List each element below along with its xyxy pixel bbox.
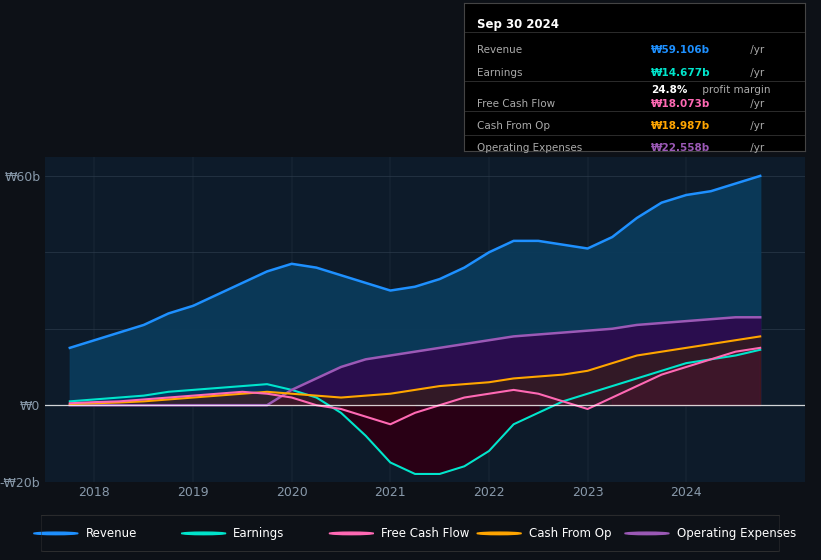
Circle shape xyxy=(625,532,669,535)
Text: /yr: /yr xyxy=(746,68,764,77)
Text: Revenue: Revenue xyxy=(85,527,137,540)
Circle shape xyxy=(34,532,78,535)
Circle shape xyxy=(329,532,374,535)
Text: Free Cash Flow: Free Cash Flow xyxy=(478,99,556,109)
Text: /yr: /yr xyxy=(746,99,764,109)
Text: /yr: /yr xyxy=(746,143,764,153)
Text: Operating Expenses: Operating Expenses xyxy=(677,527,796,540)
Text: Operating Expenses: Operating Expenses xyxy=(478,143,583,153)
Text: Earnings: Earnings xyxy=(233,527,285,540)
Text: ₩22.558b: ₩22.558b xyxy=(651,143,710,153)
Text: ₩59.106b: ₩59.106b xyxy=(651,45,710,55)
Text: Free Cash Flow: Free Cash Flow xyxy=(381,527,470,540)
Text: ₩14.677b: ₩14.677b xyxy=(651,68,711,77)
Circle shape xyxy=(181,532,226,535)
Text: Cash From Op: Cash From Op xyxy=(529,527,611,540)
Text: Revenue: Revenue xyxy=(478,45,523,55)
Text: ₩18.987b: ₩18.987b xyxy=(651,121,710,131)
Text: Sep 30 2024: Sep 30 2024 xyxy=(478,17,559,31)
Text: /yr: /yr xyxy=(746,45,764,55)
Text: Earnings: Earnings xyxy=(478,68,523,77)
Text: 24.8%: 24.8% xyxy=(651,85,688,95)
Text: ₩18.073b: ₩18.073b xyxy=(651,99,711,109)
Circle shape xyxy=(477,532,521,535)
Text: /yr: /yr xyxy=(746,121,764,131)
Text: profit margin: profit margin xyxy=(699,85,770,95)
Text: Cash From Op: Cash From Op xyxy=(478,121,551,131)
